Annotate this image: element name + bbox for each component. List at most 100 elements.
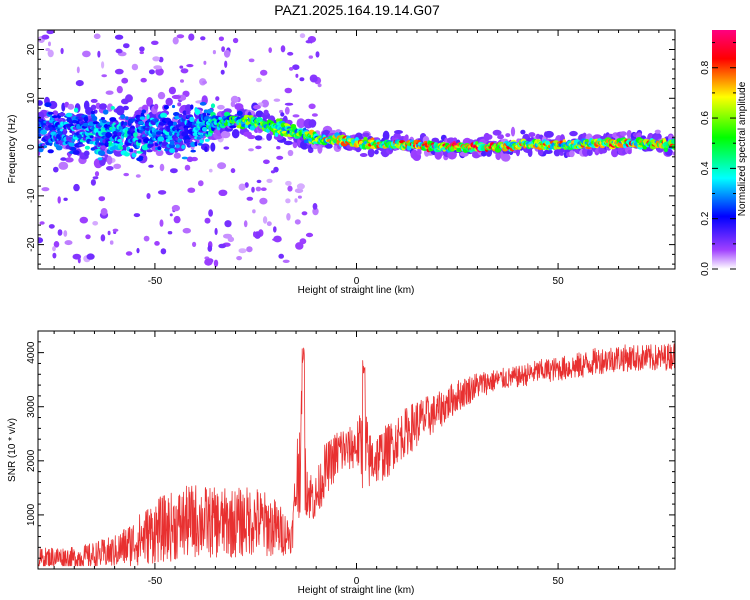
spectrogram-ridge-cell [139, 116, 146, 120]
spectrogram-noise-blob [248, 58, 255, 63]
spectrogram-ridge-cell [172, 121, 177, 126]
spectrogram-noise-blob [121, 77, 129, 84]
spectrogram-noise-blob [223, 146, 230, 150]
spectrogram-ridge-cell [194, 108, 201, 115]
spectrogram-noise-blob [92, 176, 99, 180]
spectrogram-noise-blob [154, 241, 160, 246]
spectrogram-halo-cell [527, 148, 533, 157]
spectrogram-noise-blob [52, 246, 56, 252]
spectrogram-noise-blob [223, 49, 231, 58]
spectrogram-noise-blob [39, 221, 45, 225]
spectrogram-noise-blob [107, 230, 111, 236]
spectrogram-ridge-cell [90, 110, 96, 115]
spectrogram-noise-blob [140, 77, 147, 83]
spectrogram-noise-blob [160, 248, 167, 255]
spectrogram-ridge-cell [83, 116, 89, 122]
spectrogram-halo-cell [283, 140, 293, 146]
spectrogram-ridge-cell [171, 104, 176, 109]
spectrogram-ridge-cell [165, 138, 170, 143]
spectrogram-noise-blob [159, 163, 165, 172]
spectrogram-noise-blob [46, 30, 55, 35]
snr-y-tick-label: 4000 [26, 341, 37, 364]
spectrogram-noise-blob [93, 33, 101, 40]
spectrogram-noise-blob [218, 189, 228, 196]
spectrogram-x-tick-label: -50 [148, 276, 163, 287]
spectrogram-noise-blob [139, 46, 145, 52]
spectrogram-noise-blob [260, 187, 267, 191]
colorbar-tick-label: 0.8 [700, 60, 711, 74]
spectrogram-noise-blob [41, 187, 50, 192]
spectrogram-ridge-cell [66, 135, 70, 142]
spectrogram-noise-blob [262, 216, 268, 224]
spectrogram-noise-blob [148, 164, 154, 168]
spectrogram-noise-blob [188, 33, 195, 41]
spectrogram-noise-blob [155, 67, 164, 76]
figure-title: PAZ1.2025.164.19.14.G07 [274, 2, 440, 18]
snr-y-label: SNR (10 * v/v) [7, 418, 18, 482]
spectrogram-halo-cell [146, 97, 154, 107]
spectrogram-ridge-cell [39, 113, 45, 119]
spectrogram-noise-blob [38, 237, 44, 244]
spectrogram-noise-blob [268, 47, 273, 53]
spectrogram-noise-blob [167, 231, 173, 235]
spectrogram-ridge-cell [120, 114, 126, 120]
spectrogram-ridge-cell [362, 143, 366, 150]
spectrogram-noise-blob [133, 213, 141, 218]
spectrogram-noise-blob [317, 83, 322, 88]
spectrogram-noise-blob [143, 235, 150, 242]
spectrogram-noise-blob [244, 182, 249, 188]
spectrogram-noise-blob [273, 98, 281, 102]
spectrogram-noise-blob [172, 36, 179, 45]
spectrogram-noise-blob [90, 179, 96, 186]
spectrogram-noise-blob [276, 155, 284, 160]
spectrogram-noise-blob [295, 73, 299, 78]
spectrogram-y-tick-label: 0 [26, 144, 37, 150]
spectrogram-halo-cell [543, 149, 553, 154]
spectrogram-noise-blob [139, 51, 144, 55]
spectrogram-ridge-cell [51, 115, 59, 119]
spectrogram-noise-blob [171, 204, 180, 212]
spectrogram-halo-cell [317, 144, 323, 154]
spectrogram-ridge-cell [141, 109, 147, 114]
spectrogram-halo-cell [155, 149, 164, 156]
spectrogram-ridge-cell [671, 138, 675, 145]
spectrogram-noise-blob [255, 145, 262, 150]
spectrogram-halo-cell [65, 157, 74, 163]
spectrogram-noise-blob [308, 103, 316, 110]
spectrogram-noise-blob [151, 40, 159, 45]
spectrogram-noise-blob [159, 219, 164, 227]
spectrogram-ridge-cell [72, 150, 80, 155]
spectrogram-noise-blob [112, 228, 119, 232]
spectrogram-ridge-cell [94, 146, 98, 150]
snr-x-tick-label: 50 [553, 576, 565, 587]
spectrogram-ridge-cell [123, 121, 128, 126]
spectrogram-noise-blob [158, 56, 164, 63]
spectrogram-ridge-cell [218, 116, 222, 120]
spectrogram-noise-blob [64, 240, 73, 246]
spectrogram-noise-blob [285, 198, 291, 204]
spectrogram-ridge-cell [38, 148, 44, 153]
spectrogram-noise-blob [215, 96, 220, 101]
spectrogram-halo-cell [569, 150, 575, 158]
spectrogram-ridge-cell [101, 119, 107, 124]
spectrogram-noise-blob [246, 246, 253, 253]
spectrogram-halo-cell [58, 161, 69, 170]
colorbar-tick-label: 0.2 [700, 211, 711, 225]
spectrogram-halo-cell [394, 130, 403, 134]
spectrogram-noise-blob [204, 258, 213, 266]
spectrogram-ridge-cell [663, 146, 669, 153]
spectrogram-ridge-cell [173, 112, 180, 117]
snr-y-tick-label: 3000 [26, 395, 37, 418]
spectrogram-noise-blob [90, 98, 98, 103]
spectrogram-noise-blob [263, 159, 270, 165]
spectrogram-y-tick-label: 20 [26, 44, 37, 56]
spectrogram-noise-blob [173, 215, 181, 224]
spectrogram-noise-blob [148, 69, 155, 75]
spectrogram-noise-blob [285, 180, 292, 186]
spectrogram-noise-blob [45, 48, 50, 52]
spectrogram-noise-blob [221, 46, 226, 52]
snr-x-tick-label: 0 [354, 576, 360, 587]
spectrogram-noise-blob [123, 172, 129, 177]
spectrogram-ridge-cell [60, 157, 67, 161]
spectrogram-ridge-cell [190, 104, 194, 110]
